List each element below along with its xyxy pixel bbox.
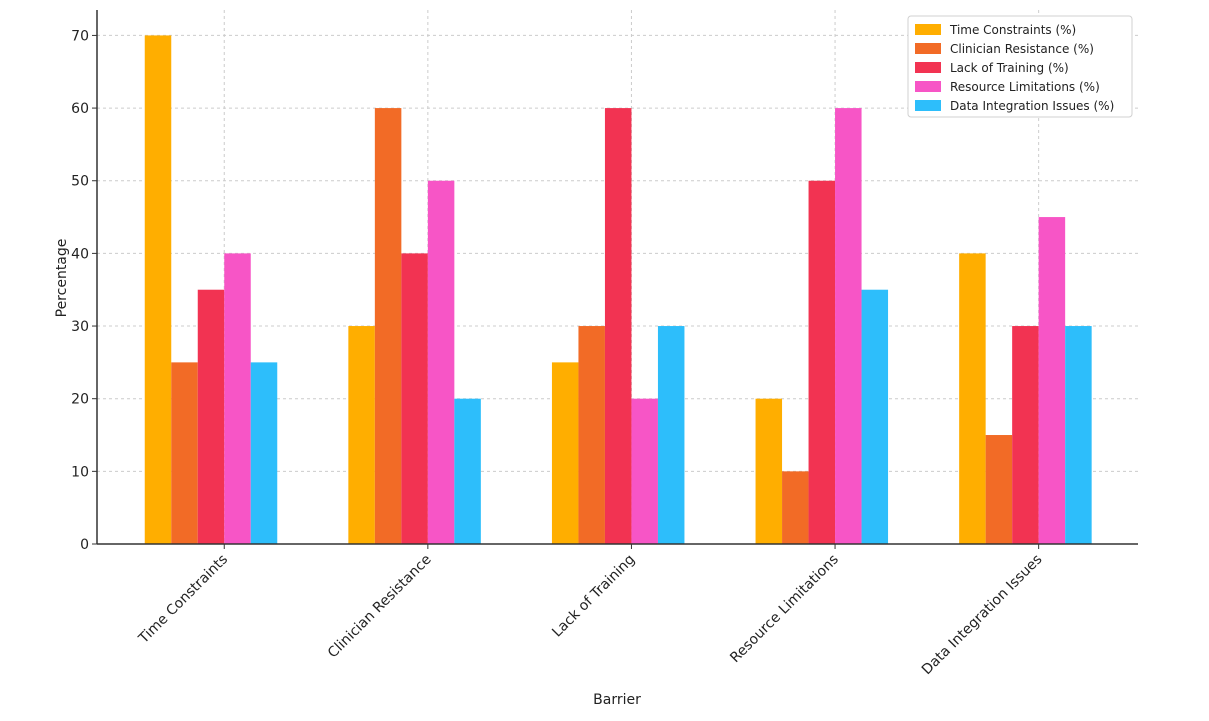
y-tick-label: 50 [71, 174, 89, 190]
x-tick-label: Resource Limitations [727, 552, 842, 667]
bar [454, 398, 481, 544]
bar [551, 362, 579, 544]
y-tick-label: 20 [71, 392, 89, 408]
bar [250, 362, 278, 544]
bar [985, 435, 1013, 544]
legend-swatch [915, 24, 941, 35]
legend-swatch [915, 81, 941, 92]
y-ticks: 0 10 20 30 40 50 60 70 [71, 28, 97, 553]
y-tick-label: 30 [71, 319, 89, 335]
y-axis-label: Percentage [54, 239, 70, 318]
bars [144, 35, 1092, 545]
x-axis-label: Barrier [593, 692, 641, 708]
legend-swatch [915, 43, 941, 54]
legend-label: Lack of Training (%) [950, 61, 1069, 75]
y-tick-label: 70 [71, 28, 89, 44]
legend: Time Constraints (%) Clinician Resistance… [907, 15, 1133, 118]
bar [348, 326, 375, 544]
bar [1038, 217, 1066, 544]
x-tick-label: Data Integration Issues [919, 552, 1046, 679]
bar [631, 398, 658, 544]
y-tick-label: 10 [71, 464, 89, 480]
bar [1012, 326, 1039, 544]
y-tick-label: 0 [80, 537, 89, 553]
y-tick-label: 40 [71, 246, 89, 262]
x-tick-label: Time Constraints [135, 552, 231, 648]
legend-box [907, 15, 1133, 118]
bar [861, 289, 889, 544]
x-tick-label: Lack of Training [549, 552, 638, 641]
legend-swatch [915, 100, 941, 111]
bar [959, 253, 986, 544]
bar [808, 180, 836, 545]
legend-label: Clinician Resistance (%) [950, 42, 1094, 56]
axes [96, 10, 1138, 545]
legend-label: Data Integration Issues (%) [950, 99, 1114, 113]
bar [755, 398, 783, 544]
legend-label: Time Constraints (%) [949, 23, 1076, 37]
bar [835, 108, 862, 544]
bar [782, 471, 809, 544]
bar [1065, 326, 1092, 544]
legend-swatch [915, 62, 941, 73]
x-tick-label: Clinician Resistance [325, 552, 435, 662]
bar [224, 253, 251, 544]
bar [197, 289, 225, 544]
x-ticks: Time Constraints Clinician Resistance Lack… [135, 544, 1045, 678]
bar [374, 108, 402, 544]
bar [578, 326, 605, 544]
bar [657, 326, 685, 544]
bar [604, 108, 632, 544]
legend-label: Resource Limitations (%) [950, 80, 1100, 94]
bar [171, 362, 198, 544]
bar [401, 253, 428, 544]
bar [144, 35, 172, 545]
y-tick-label: 60 [71, 101, 89, 117]
bar [427, 180, 455, 545]
